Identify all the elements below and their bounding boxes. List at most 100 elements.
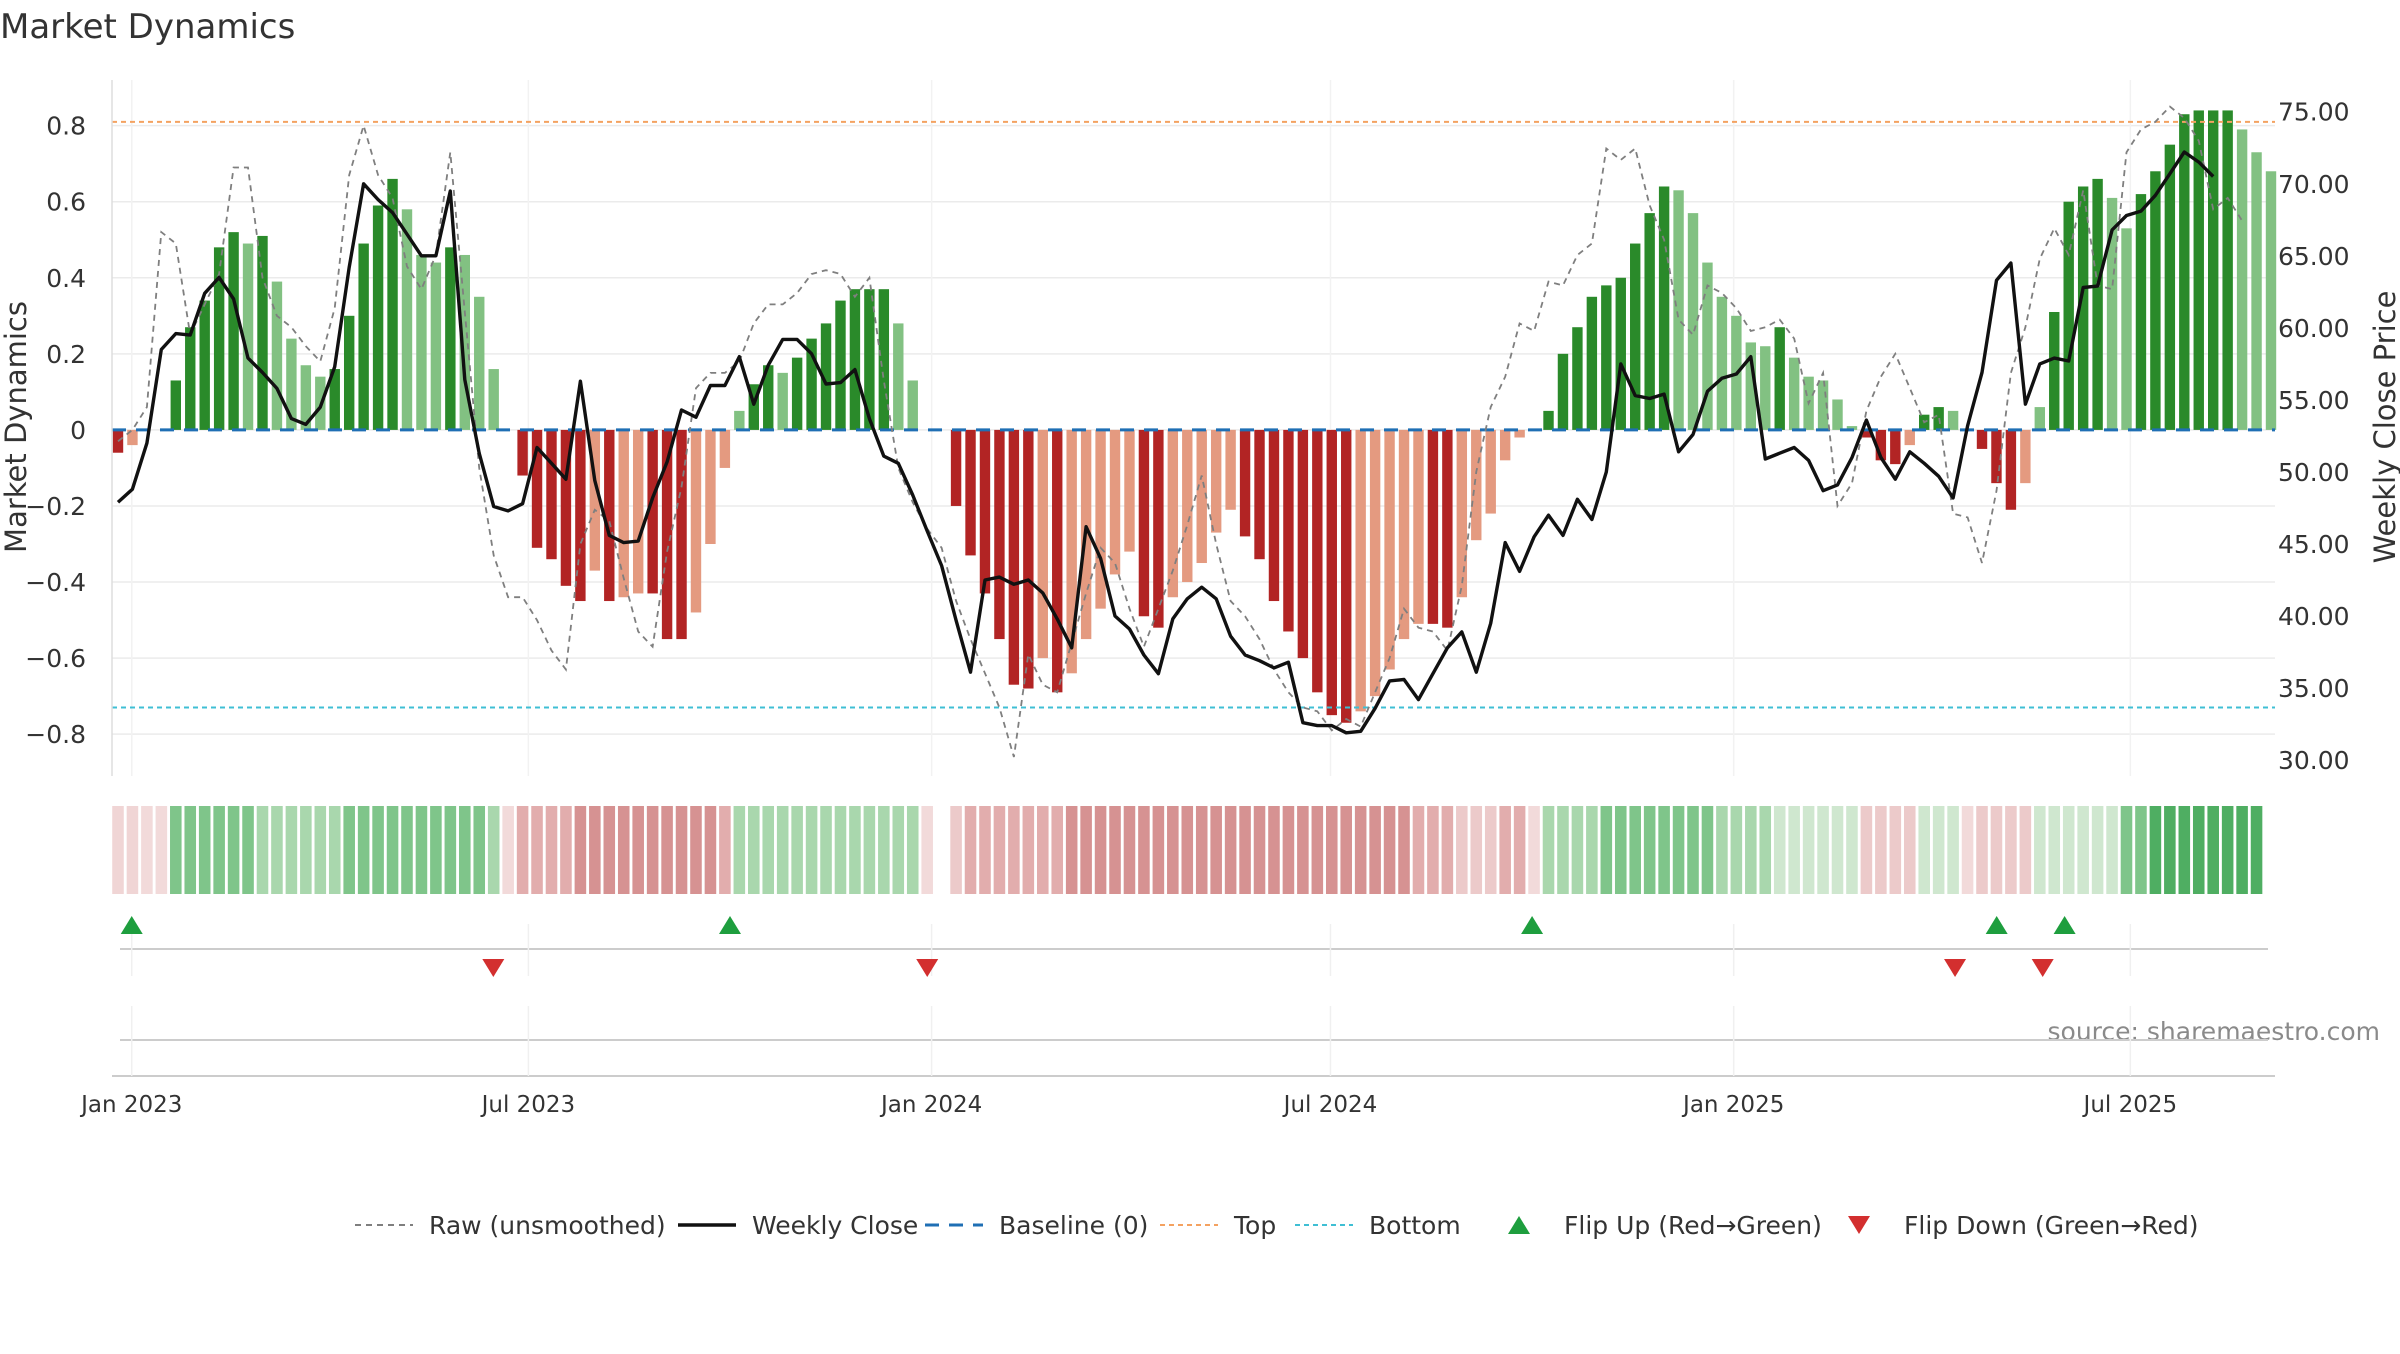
y-tick-label-right: 75.00 bbox=[2278, 98, 2350, 127]
y-tick-label-left: 0.6 bbox=[46, 188, 86, 217]
strip-cell bbox=[1412, 806, 1425, 894]
bar bbox=[1543, 410, 1554, 430]
bar bbox=[2020, 429, 2031, 484]
strip-cell bbox=[1687, 806, 1699, 894]
strip-cell bbox=[849, 806, 861, 894]
bar bbox=[1254, 429, 1265, 560]
bar bbox=[763, 365, 774, 430]
bar bbox=[748, 384, 759, 430]
strip-cell bbox=[935, 806, 948, 894]
strip-cell bbox=[2034, 806, 2046, 894]
y-tick-label-right: 70.00 bbox=[2278, 170, 2350, 199]
bar bbox=[1832, 399, 1843, 430]
bar bbox=[1630, 243, 1641, 430]
bar bbox=[604, 429, 615, 602]
y-tick-label-right: 40.00 bbox=[2278, 602, 2350, 631]
strip-cell bbox=[733, 806, 746, 894]
y-tick-label-left: −0.4 bbox=[25, 568, 86, 597]
strip-cell bbox=[444, 806, 457, 894]
bar bbox=[2106, 197, 2118, 430]
bar bbox=[994, 429, 1005, 640]
strip-cell bbox=[1470, 806, 1483, 894]
strip-cell bbox=[1672, 806, 1685, 894]
strip-cell bbox=[1022, 806, 1035, 894]
bar bbox=[878, 289, 890, 430]
chart-title: Market Dynamics bbox=[0, 7, 295, 47]
flip-down-marker bbox=[482, 959, 505, 977]
y-tick-label-left: −0.8 bbox=[25, 720, 86, 749]
strip-cell bbox=[300, 806, 312, 894]
strip-cell bbox=[2149, 806, 2162, 894]
strip-cell bbox=[1932, 806, 1945, 894]
bar bbox=[1485, 429, 1496, 514]
flip-up-marker bbox=[2053, 916, 2076, 934]
bar bbox=[719, 429, 731, 468]
bar bbox=[1326, 429, 1337, 716]
bar bbox=[1861, 429, 1872, 438]
bar bbox=[2121, 228, 2132, 430]
y-tick-label-right: 50.00 bbox=[2278, 458, 2350, 487]
bar bbox=[1384, 429, 1395, 670]
strip-cell bbox=[878, 806, 890, 894]
bar bbox=[2034, 407, 2046, 430]
strip-cell bbox=[1181, 806, 1194, 894]
strip-cell bbox=[2091, 806, 2104, 894]
strip-cell bbox=[1730, 806, 1743, 894]
bar bbox=[488, 369, 499, 430]
bar bbox=[1153, 429, 1164, 628]
bar bbox=[1890, 429, 1901, 465]
bar bbox=[705, 429, 716, 544]
strip-cell bbox=[2236, 806, 2248, 894]
strip-cell bbox=[2120, 806, 2133, 894]
bar bbox=[1644, 213, 1655, 430]
strip-cell bbox=[1008, 806, 1020, 894]
strip-cell bbox=[357, 806, 370, 894]
legend-label: Flip Up (Red→Green) bbox=[1564, 1211, 1822, 1240]
bar bbox=[1341, 429, 1352, 723]
strip-cell bbox=[646, 806, 659, 894]
legend-label: Top bbox=[1233, 1211, 1276, 1240]
bar bbox=[1268, 429, 1280, 602]
strip-cell bbox=[1354, 806, 1367, 894]
strip-cell bbox=[285, 806, 298, 894]
bar bbox=[560, 429, 572, 586]
strip-cell bbox=[1167, 806, 1179, 894]
strip-cell bbox=[2250, 806, 2263, 894]
bar bbox=[1774, 327, 1785, 430]
strip-cell bbox=[1427, 806, 1439, 894]
bar bbox=[1702, 262, 1713, 430]
strip-cell bbox=[2062, 806, 2075, 894]
bar bbox=[2049, 312, 2060, 430]
strip-cell bbox=[964, 806, 977, 894]
strip-cell bbox=[2005, 806, 2017, 894]
strip-cell bbox=[1542, 806, 1555, 894]
strip-cell bbox=[704, 806, 717, 894]
bar bbox=[1109, 429, 1121, 575]
bar bbox=[1788, 357, 1800, 430]
bar bbox=[632, 429, 644, 594]
strip-cell bbox=[1325, 806, 1338, 894]
strip-cell bbox=[1846, 806, 1858, 894]
bar bbox=[2222, 110, 2233, 430]
bar bbox=[1413, 429, 1424, 624]
legend-swatch bbox=[1508, 1216, 1530, 1234]
strip-cell bbox=[1224, 806, 1237, 894]
bar bbox=[517, 429, 528, 476]
strip-cell bbox=[155, 806, 168, 894]
strip-cell bbox=[1484, 806, 1497, 894]
bar bbox=[618, 429, 629, 598]
raw-series-line bbox=[117, 105, 2243, 758]
strip-cell bbox=[776, 806, 789, 894]
bar bbox=[170, 380, 182, 430]
strip-cell bbox=[1600, 806, 1613, 894]
bar bbox=[965, 429, 976, 556]
bar bbox=[1427, 429, 1439, 624]
bar bbox=[1095, 429, 1106, 609]
strip-cell bbox=[1990, 806, 2003, 894]
strip-cell bbox=[1961, 806, 1974, 894]
bar bbox=[1514, 429, 1525, 438]
strip-cell bbox=[1614, 806, 1627, 894]
bar bbox=[777, 372, 788, 430]
bar bbox=[1947, 410, 1959, 430]
